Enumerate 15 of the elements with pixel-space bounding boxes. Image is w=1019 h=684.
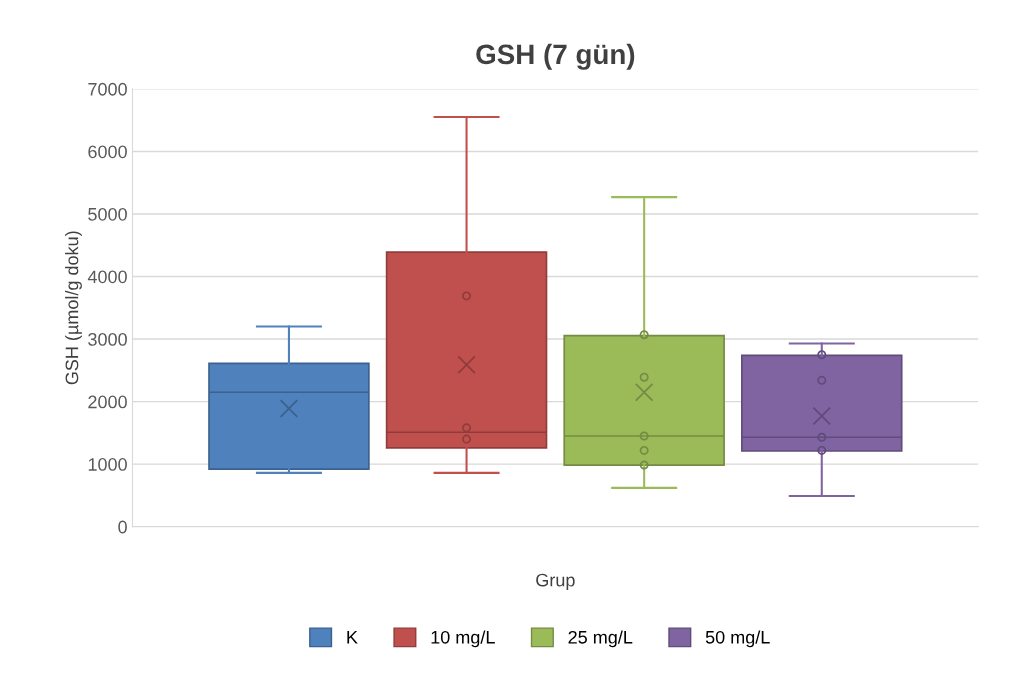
y-tick-label: 4000	[87, 270, 127, 284]
chart-title: GSH (7 gün)	[476, 43, 635, 70]
y-tick-label: 3000	[88, 333, 127, 346]
legend-label: K	[347, 631, 358, 644]
x-axis-title: Grup	[536, 573, 575, 591]
y-tick-label: 6000	[88, 145, 127, 159]
legend-label: 10 mg/L	[431, 630, 495, 648]
legend-label: 50 mg/L	[705, 630, 770, 648]
y-axis-title: GSH (µmol/g doku)	[65, 231, 82, 385]
y-tick-label: 0	[118, 520, 127, 534]
y-tick-label: 1000	[88, 458, 127, 471]
y-tick-label: 7000	[88, 82, 127, 96]
legend-label: 25 mg/L	[568, 630, 633, 648]
y-tick-label: 2000	[88, 395, 127, 409]
y-tick-label: 5000	[88, 207, 127, 221]
